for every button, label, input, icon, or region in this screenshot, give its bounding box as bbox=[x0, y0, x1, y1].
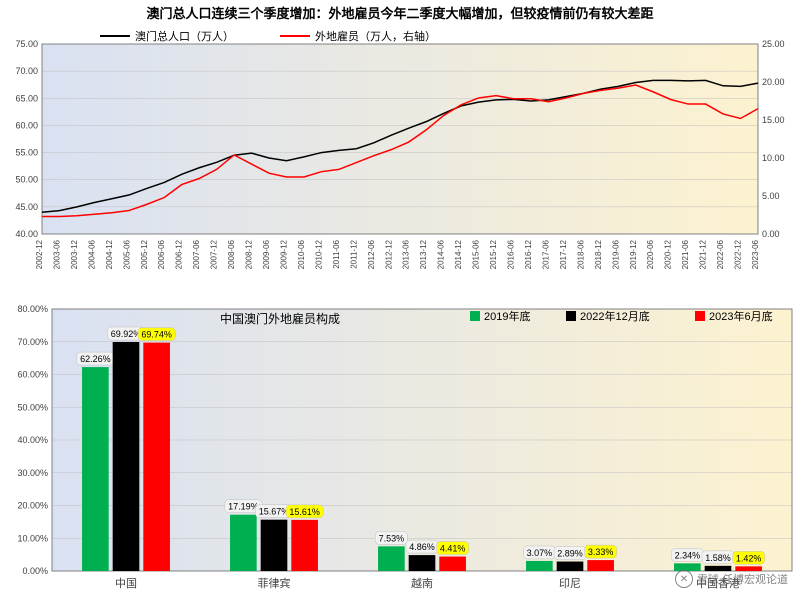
svg-text:2003-06: 2003-06 bbox=[52, 239, 61, 269]
svg-text:2006-06: 2006-06 bbox=[157, 239, 166, 269]
svg-text:中国澳门外地雇员构成: 中国澳门外地雇员构成 bbox=[220, 311, 340, 326]
svg-text:65.00: 65.00 bbox=[15, 93, 38, 103]
svg-text:2019年底: 2019年底 bbox=[484, 309, 530, 323]
svg-text:2015-06: 2015-06 bbox=[472, 239, 481, 269]
svg-text:40.00: 40.00 bbox=[15, 229, 38, 239]
svg-text:2012-06: 2012-06 bbox=[367, 239, 376, 269]
svg-text:2020-12: 2020-12 bbox=[664, 239, 673, 269]
figure-container: 40.00 45.00 50.00 55.00 60.00 65.00 70.00 75.00… bbox=[0, 0, 800, 598]
svg-text:20.00: 20.00 bbox=[762, 77, 785, 87]
svg-text:0.00: 0.00 bbox=[762, 229, 780, 239]
svg-text:2021-12: 2021-12 bbox=[699, 239, 708, 269]
svg-text:2023-06: 2023-06 bbox=[751, 239, 760, 269]
svg-text:菲律宾: 菲律宾 bbox=[258, 576, 291, 590]
watermark-text: 雪球 任博宏观论道 bbox=[697, 571, 788, 587]
top-line-chart: 40.00 45.00 50.00 55.00 60.00 65.00 70.00 75.00… bbox=[0, 0, 800, 290]
svg-text:2007-06: 2007-06 bbox=[192, 239, 201, 269]
svg-text:2017-06: 2017-06 bbox=[541, 239, 550, 269]
svg-text:2013-06: 2013-06 bbox=[402, 239, 411, 269]
svg-text:15.00: 15.00 bbox=[762, 115, 785, 125]
svg-text:2021-06: 2021-06 bbox=[681, 239, 690, 269]
svg-text:15.61%: 15.61% bbox=[289, 507, 320, 517]
svg-text:2005-06: 2005-06 bbox=[122, 239, 131, 269]
svg-text:2020-06: 2020-06 bbox=[646, 239, 655, 269]
bottom-bar-chart: 0.00% 10.00% 20.00% 30.00% 40.00% 50.00% 60.00… bbox=[0, 295, 800, 595]
svg-text:2009-12: 2009-12 bbox=[279, 239, 288, 269]
svg-text:50.00%: 50.00% bbox=[17, 402, 48, 412]
svg-text:0.00%: 0.00% bbox=[22, 566, 48, 576]
svg-text:2009-06: 2009-06 bbox=[262, 239, 271, 269]
svg-text:2017-12: 2017-12 bbox=[559, 239, 568, 269]
svg-text:1.58%: 1.58% bbox=[705, 553, 731, 563]
svg-text:4.41%: 4.41% bbox=[440, 544, 466, 554]
svg-text:2016-06: 2016-06 bbox=[507, 239, 516, 269]
svg-text:10.00%: 10.00% bbox=[17, 533, 48, 543]
svg-text:2022-12: 2022-12 bbox=[734, 239, 743, 269]
svg-text:60.00: 60.00 bbox=[15, 120, 38, 130]
svg-text:2019-06: 2019-06 bbox=[611, 239, 620, 269]
watermark: ✕ 雪球 任博宏观论道 bbox=[675, 570, 788, 588]
svg-text:80.00%: 80.00% bbox=[17, 304, 48, 314]
svg-text:2014-06: 2014-06 bbox=[437, 239, 446, 269]
svg-text:2007-12: 2007-12 bbox=[210, 239, 219, 269]
svg-text:69.74%: 69.74% bbox=[141, 330, 172, 340]
svg-text:2022年12月底: 2022年12月底 bbox=[580, 309, 650, 323]
svg-text:17.19%: 17.19% bbox=[228, 502, 259, 512]
svg-text:15.67%: 15.67% bbox=[259, 507, 290, 517]
svg-text:印尼: 印尼 bbox=[559, 577, 581, 590]
svg-text:69.92%: 69.92% bbox=[111, 329, 142, 339]
svg-text:2014-12: 2014-12 bbox=[454, 239, 463, 269]
svg-text:2005-12: 2005-12 bbox=[140, 239, 149, 269]
svg-text:2018-06: 2018-06 bbox=[576, 239, 585, 269]
svg-text:澳门总人口连续三个季度增加：外地雇员今年二季度大幅增加，但较: 澳门总人口连续三个季度增加：外地雇员今年二季度大幅增加，但较疫情前仍有较大差距 bbox=[146, 6, 653, 21]
svg-text:10.00: 10.00 bbox=[762, 153, 785, 163]
svg-text:25.00: 25.00 bbox=[762, 39, 785, 49]
svg-text:45.00: 45.00 bbox=[15, 202, 38, 212]
svg-text:2010-06: 2010-06 bbox=[297, 239, 306, 269]
svg-text:55.00: 55.00 bbox=[15, 148, 38, 158]
svg-text:62.26%: 62.26% bbox=[80, 354, 111, 364]
svg-text:50.00: 50.00 bbox=[15, 175, 38, 185]
svg-text:2023年6月底: 2023年6月底 bbox=[709, 309, 773, 323]
svg-text:2004-06: 2004-06 bbox=[87, 239, 96, 269]
svg-text:2011-06: 2011-06 bbox=[332, 239, 341, 268]
svg-text:2013-12: 2013-12 bbox=[419, 239, 428, 269]
svg-text:75.00: 75.00 bbox=[15, 39, 38, 49]
svg-text:3.07%: 3.07% bbox=[527, 548, 553, 558]
svg-text:60.00%: 60.00% bbox=[17, 370, 48, 380]
svg-text:2010-12: 2010-12 bbox=[314, 239, 323, 269]
svg-text:2016-12: 2016-12 bbox=[524, 239, 533, 269]
xueqiu-icon: ✕ bbox=[675, 570, 693, 588]
svg-text:2.89%: 2.89% bbox=[557, 549, 583, 559]
svg-text:4.86%: 4.86% bbox=[409, 542, 435, 552]
svg-text:2011-12: 2011-12 bbox=[349, 239, 358, 268]
svg-text:2.34%: 2.34% bbox=[675, 550, 701, 560]
svg-text:2012-12: 2012-12 bbox=[384, 239, 393, 269]
svg-text:外地雇员（万人，右轴）: 外地雇员（万人，右轴） bbox=[315, 29, 436, 43]
svg-text:2006-12: 2006-12 bbox=[175, 239, 184, 269]
svg-text:2018-12: 2018-12 bbox=[594, 239, 603, 269]
svg-text:2015-12: 2015-12 bbox=[489, 239, 498, 269]
svg-text:2008-12: 2008-12 bbox=[245, 239, 254, 269]
svg-text:7.53%: 7.53% bbox=[379, 533, 405, 543]
svg-text:1.42%: 1.42% bbox=[736, 553, 762, 563]
svg-text:70.00: 70.00 bbox=[15, 66, 38, 76]
svg-text:2003-12: 2003-12 bbox=[70, 239, 79, 269]
svg-text:20.00%: 20.00% bbox=[17, 501, 48, 511]
svg-text:2019-12: 2019-12 bbox=[629, 239, 638, 269]
svg-text:2022-06: 2022-06 bbox=[716, 239, 725, 269]
svg-text:2004-12: 2004-12 bbox=[105, 239, 114, 269]
svg-text:30.00%: 30.00% bbox=[17, 468, 48, 478]
svg-text:澳门总人口（万人）: 澳门总人口（万人） bbox=[135, 29, 234, 43]
svg-text:中国: 中国 bbox=[115, 577, 137, 590]
svg-text:70.00%: 70.00% bbox=[17, 337, 48, 347]
svg-text:2008-06: 2008-06 bbox=[227, 239, 236, 269]
svg-text:越南: 越南 bbox=[411, 576, 433, 590]
svg-text:5.00: 5.00 bbox=[762, 191, 780, 201]
svg-text:2002-12: 2002-12 bbox=[35, 239, 44, 269]
svg-text:3.33%: 3.33% bbox=[588, 547, 614, 557]
svg-text:40.00%: 40.00% bbox=[17, 435, 48, 445]
